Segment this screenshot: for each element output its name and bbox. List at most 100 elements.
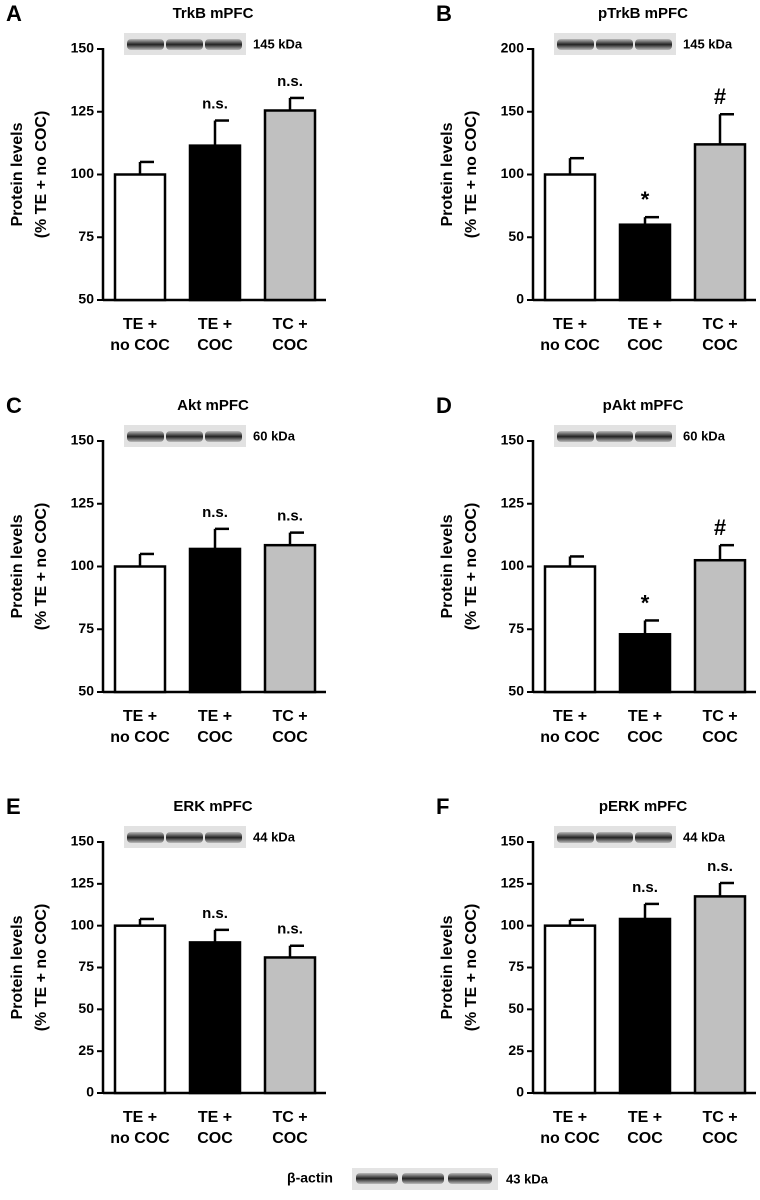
x-tick-label: TE + (123, 316, 157, 333)
x-tick-label: COC (272, 729, 308, 746)
y-tick-label: 150 (71, 432, 95, 448)
y-tick-label: 150 (71, 40, 95, 56)
y-tick-label: 200 (501, 40, 525, 56)
x-tick-label: TC + (272, 1109, 307, 1126)
bar (263, 543, 317, 694)
y-tick-label: 100 (501, 165, 525, 181)
blot-label: 44 kDa (253, 829, 296, 844)
y-tick-label: 150 (501, 432, 525, 448)
bar (113, 173, 167, 302)
x-tick-label: COC (197, 1130, 233, 1147)
y-tick-label: 75 (78, 958, 94, 974)
x-tick-label: TE + (628, 1109, 662, 1126)
blot (554, 826, 676, 848)
y-tick-label: 125 (71, 102, 95, 118)
annotation: # (714, 515, 726, 540)
y-tick-label: 50 (508, 1000, 524, 1016)
y-tick-label: 100 (71, 165, 95, 181)
panel-title: pTrkB mPFC (598, 5, 688, 22)
x-tick-label: TE + (553, 708, 587, 725)
bar (113, 565, 167, 694)
y-tick-label: 50 (508, 228, 524, 244)
y-tick-label: 150 (501, 833, 525, 849)
y-axis-label: Protein levels (9, 514, 26, 618)
panel-letter: A (6, 1, 22, 26)
x-tick-label: TC + (272, 708, 307, 725)
annotation: * (641, 590, 650, 615)
x-tick-label: no COC (540, 729, 600, 746)
blot-band (166, 39, 203, 50)
y-tick-label: 100 (71, 916, 95, 932)
y-tick-label: 75 (508, 620, 524, 636)
y-tick-label: 25 (78, 1042, 94, 1058)
y-tick-label: 50 (78, 683, 94, 699)
footer-blot (352, 1168, 498, 1190)
panel: C Akt mPFC 60 kDa Protein levels (% TE + no … (6, 393, 326, 746)
x-tick-label: COC (627, 1130, 663, 1147)
y-tick-label: 75 (78, 620, 94, 636)
y-tick-label: 125 (501, 494, 525, 510)
bar (188, 144, 242, 302)
bar (188, 941, 242, 1095)
y-tick-label: 100 (501, 557, 525, 573)
y-axis-label: Protein levels (439, 122, 456, 226)
annotation: n.s. (277, 508, 303, 525)
x-tick-label: COC (197, 729, 233, 746)
y-axis-label: Protein levels (9, 122, 26, 226)
blot (554, 425, 676, 447)
blot (124, 425, 246, 447)
blot-label: 145 kDa (253, 36, 303, 51)
y-axis-label: (% TE + no COC) (463, 904, 480, 1032)
x-tick-label: COC (272, 1130, 308, 1147)
y-tick-label: 75 (508, 958, 524, 974)
bar (188, 547, 242, 694)
x-tick-label: TE + (123, 1109, 157, 1126)
blot-band (205, 431, 242, 442)
blot-band (596, 832, 633, 843)
bar (618, 917, 672, 1095)
blot-band (205, 832, 242, 843)
y-tick-label: 100 (501, 916, 525, 932)
panel-letter: C (6, 393, 22, 418)
x-tick-label: TE + (198, 708, 232, 725)
x-tick-label: TC + (702, 708, 737, 725)
x-tick-label: COC (272, 337, 308, 354)
x-tick-label: TE + (123, 708, 157, 725)
x-tick-label: COC (702, 729, 738, 746)
x-tick-label: no COC (540, 1130, 600, 1147)
annotation: n.s. (632, 879, 658, 896)
annotation: n.s. (707, 858, 733, 875)
y-axis-label: (% TE + no COC) (33, 904, 50, 1032)
panel-title: TrkB mPFC (173, 5, 254, 22)
x-tick-label: COC (702, 1130, 738, 1147)
x-tick-label: TE + (628, 316, 662, 333)
panel-title: ERK mPFC (173, 798, 252, 815)
x-tick-label: no COC (110, 337, 170, 354)
bar (693, 143, 747, 302)
y-tick-label: 125 (71, 875, 95, 891)
y-axis-label: (% TE + no COC) (33, 503, 50, 631)
x-tick-label: no COC (540, 337, 600, 354)
blot-band (557, 39, 594, 50)
blot-band (635, 431, 672, 442)
blot-band (127, 431, 164, 442)
x-tick-label: TE + (198, 1109, 232, 1126)
x-tick-label: TC + (272, 316, 307, 333)
blot-band (557, 832, 594, 843)
blot-band (166, 431, 203, 442)
blot (554, 33, 676, 55)
blot-band (205, 39, 242, 50)
panel-letter: D (436, 393, 452, 418)
blot (124, 826, 246, 848)
blot-label: 145 kDa (683, 36, 733, 51)
x-tick-label: COC (627, 729, 663, 746)
annotation: n.s. (277, 921, 303, 938)
blot-band (166, 832, 203, 843)
blot-band (596, 39, 633, 50)
y-tick-label: 100 (71, 557, 95, 573)
panel: A TrkB mPFC 145 kDa Protein levels (% TE + n… (6, 1, 326, 354)
